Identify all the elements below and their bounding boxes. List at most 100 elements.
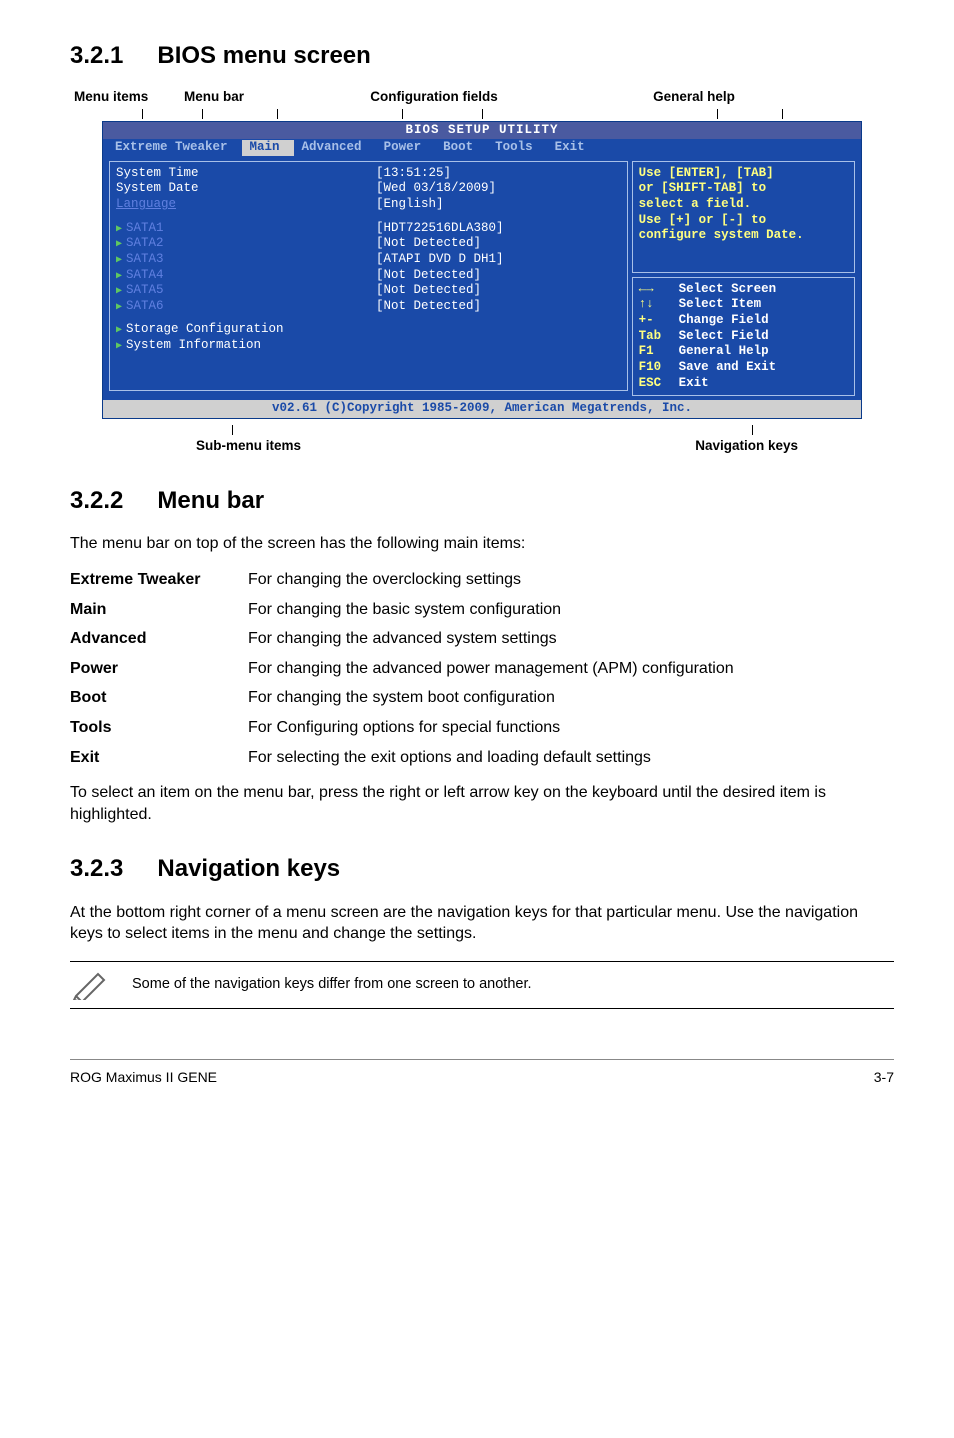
deflist-row: ExitFor selecting the exit options and l… <box>70 747 894 769</box>
label-submenu-items: Sub-menu items <box>196 438 301 453</box>
deflist-def: For changing the overclocking settings <box>248 569 521 591</box>
heading-bios-menu-screen: 3.2.1 BIOS menu screen <box>70 40 894 72</box>
top-labels-row: Menu items Menu bar Configuration fields… <box>70 88 894 106</box>
pencil-icon <box>70 968 114 1002</box>
bios-row[interactable]: SATA5[Not Detected] <box>116 283 621 299</box>
bios-help-line: select a field. <box>639 197 848 213</box>
bios-key: SATA4 <box>116 268 376 284</box>
bios-value: [13:51:25] <box>376 166 451 182</box>
top-tickline <box>102 109 862 121</box>
label-menu-items: Menu items <box>74 89 148 104</box>
bios-help-line: configure system Date. <box>639 228 848 244</box>
bios-body: System Time[13:51:25] System Date[Wed 03… <box>103 157 861 400</box>
deflist-def: For Configuring options for special func… <box>248 717 560 739</box>
bios-key: SATA1 <box>116 221 376 237</box>
bios-help-line: Use [ENTER], [TAB] <box>639 166 848 182</box>
bios-menu-item[interactable]: Exit <box>547 140 599 156</box>
bios-menu-item-selected[interactable]: Main <box>242 140 294 156</box>
bios-menu-item[interactable]: Power <box>376 140 436 156</box>
bios-screen: BIOS SETUP UTILITY Extreme Tweaker Main … <box>102 121 862 419</box>
deflist-term: Exit <box>70 747 248 769</box>
bios-value: [Wed 03/18/2009] <box>376 181 496 197</box>
menubar-intro: The menu bar on top of the screen has th… <box>70 533 894 555</box>
deflist-term: Power <box>70 658 248 680</box>
bottom-tickline <box>102 425 862 435</box>
footer-right: 3-7 <box>874 1068 894 1087</box>
menubar-outro: To select an item on the menu bar, press… <box>70 782 894 825</box>
note-text: Some of the navigation keys differ from … <box>132 975 532 995</box>
label-general-help: General help <box>653 89 735 104</box>
bios-key: System Date <box>116 181 376 197</box>
bios-key: SATA2 <box>116 236 376 252</box>
bios-nav-box: ←→Select Screen ↑↓Select Item +-Change F… <box>632 277 855 396</box>
bios-key: System Information <box>116 338 376 354</box>
heading-number: 3.2.1 <box>70 40 123 72</box>
heading-navigation-keys: 3.2.3Navigation keys <box>70 853 894 885</box>
bios-key: Storage Configuration <box>116 322 376 338</box>
deflist-def: For changing the advanced system setting… <box>248 628 557 650</box>
bios-row[interactable]: Language[English] <box>116 197 621 213</box>
note-box: Some of the navigation keys differ from … <box>70 961 894 1009</box>
bios-menubar: Extreme Tweaker Main Advanced Power Boot… <box>103 139 861 157</box>
label-config-fields: Configuration fields <box>370 89 498 104</box>
navkeys-text: At the bottom right corner of a menu scr… <box>70 902 894 945</box>
bios-row[interactable]: SATA1[HDT722516DLA380] <box>116 221 621 237</box>
deflist-term: Extreme Tweaker <box>70 569 248 591</box>
bios-right-panel: Use [ENTER], [TAB] or [SHIFT-TAB] to sel… <box>632 157 861 400</box>
bios-help-line: or [SHIFT-TAB] to <box>639 181 848 197</box>
bios-left-panel: System Time[13:51:25] System Date[Wed 03… <box>103 157 632 400</box>
heading-menu-bar: 3.2.2 Menu bar <box>70 485 894 517</box>
bios-menu-item[interactable]: Tools <box>487 140 547 156</box>
bios-row[interactable]: SATA6[Not Detected] <box>116 299 621 315</box>
deflist-row: BootFor changing the system boot configu… <box>70 687 894 709</box>
bios-value: [English] <box>376 197 444 213</box>
deflist-term: Tools <box>70 717 248 739</box>
sub-labels-row: Sub-menu items Navigation keys <box>102 437 862 455</box>
bios-row[interactable]: SATA3[ATAPI DVD D DH1] <box>116 252 621 268</box>
bios-titlebar: BIOS SETUP UTILITY <box>103 122 861 140</box>
bios-nav-line: ←→Select Screen <box>639 282 848 298</box>
bios-help-box: Use [ENTER], [TAB] or [SHIFT-TAB] to sel… <box>632 161 855 273</box>
bios-nav-line: +-Change Field <box>639 313 848 329</box>
bios-footer: v02.61 (C)Copyright 1985-2009, American … <box>103 400 861 418</box>
definition-list: Extreme TweakerFor changing the overcloc… <box>70 569 894 768</box>
bios-row[interactable]: SATA4[Not Detected] <box>116 268 621 284</box>
bios-row[interactable]: System Information <box>116 338 621 354</box>
deflist-row: MainFor changing the basic system config… <box>70 599 894 621</box>
bios-row[interactable]: SATA2[Not Detected] <box>116 236 621 252</box>
bios-row[interactable]: System Date[Wed 03/18/2009] <box>116 181 621 197</box>
bios-value: [Not Detected] <box>376 283 481 299</box>
heading-title: Navigation keys <box>157 855 340 882</box>
label-menu-bar: Menu bar <box>184 89 244 104</box>
deflist-row: ToolsFor Configuring options for special… <box>70 717 894 739</box>
bios-row[interactable]: System Time[13:51:25] <box>116 166 621 182</box>
bios-nav-line: ESCExit <box>639 376 848 392</box>
heading-number: 3.2.2 <box>70 485 123 517</box>
heading-title: BIOS menu screen <box>157 42 370 69</box>
bios-nav-line: F10Save and Exit <box>639 360 848 376</box>
bios-menu-item[interactable]: Extreme Tweaker <box>107 140 242 156</box>
bios-menu-item[interactable]: Boot <box>435 140 487 156</box>
bios-key: SATA3 <box>116 252 376 268</box>
bios-nav-line: F1General Help <box>639 344 848 360</box>
deflist-row: Extreme TweakerFor changing the overcloc… <box>70 569 894 591</box>
bios-value: [ATAPI DVD D DH1] <box>376 252 504 268</box>
bios-value: [Not Detected] <box>376 268 481 284</box>
deflist-row: AdvancedFor changing the advanced system… <box>70 628 894 650</box>
deflist-term: Boot <box>70 687 248 709</box>
deflist-term: Advanced <box>70 628 248 650</box>
bios-key: System Time <box>116 166 376 182</box>
bios-menu-item[interactable]: Advanced <box>294 140 376 156</box>
bios-help-line: Use [+] or [-] to <box>639 213 848 229</box>
deflist-def: For changing the basic system configurat… <box>248 599 561 621</box>
bios-value: [HDT722516DLA380] <box>376 221 504 237</box>
bios-nav-line: TabSelect Field <box>639 329 848 345</box>
deflist-row: PowerFor changing the advanced power man… <box>70 658 894 680</box>
bios-row[interactable]: Storage Configuration <box>116 322 621 338</box>
bios-key: SATA5 <box>116 283 376 299</box>
heading-title: Menu bar <box>157 487 264 514</box>
bios-value: [Not Detected] <box>376 236 481 252</box>
deflist-def: For selecting the exit options and loadi… <box>248 747 651 769</box>
deflist-def: For changing the advanced power manageme… <box>248 658 734 680</box>
bios-key: Language <box>116 197 376 213</box>
